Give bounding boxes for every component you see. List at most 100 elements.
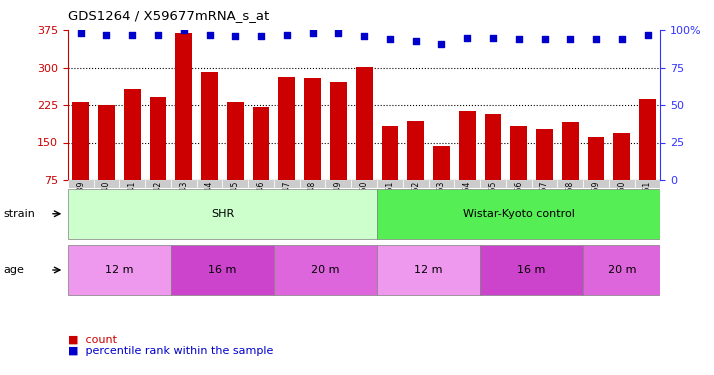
Bar xyxy=(145,180,171,188)
Text: GDS1264 / X59677mRNA_s_at: GDS1264 / X59677mRNA_s_at xyxy=(68,9,269,22)
Point xyxy=(101,32,112,38)
Bar xyxy=(459,111,476,218)
Bar xyxy=(227,102,243,218)
Point xyxy=(565,36,576,42)
Point xyxy=(513,36,525,42)
Bar xyxy=(377,245,480,295)
Bar xyxy=(351,180,377,188)
Point xyxy=(590,36,602,42)
Bar xyxy=(609,180,635,188)
Bar xyxy=(330,82,347,218)
Bar xyxy=(407,120,424,218)
Point xyxy=(616,36,628,42)
Bar xyxy=(639,99,656,218)
Bar xyxy=(635,180,660,188)
Text: GSM38239: GSM38239 xyxy=(76,181,85,222)
Text: 16 m: 16 m xyxy=(208,265,236,275)
Bar xyxy=(124,89,141,218)
Bar xyxy=(377,180,403,188)
Bar xyxy=(403,180,428,188)
Point xyxy=(152,32,164,38)
Point xyxy=(461,34,473,40)
Bar xyxy=(485,114,501,218)
Bar xyxy=(278,76,295,218)
Bar xyxy=(274,245,377,295)
Bar xyxy=(480,180,506,188)
Bar xyxy=(454,180,480,188)
Text: GSM38242: GSM38242 xyxy=(154,181,163,222)
Point xyxy=(178,27,189,33)
Text: GSM38254: GSM38254 xyxy=(463,181,472,222)
Bar xyxy=(506,180,532,188)
Bar xyxy=(480,245,583,295)
Bar xyxy=(558,180,583,188)
Bar xyxy=(68,180,94,188)
Point xyxy=(307,30,318,36)
Text: GSM38259: GSM38259 xyxy=(591,181,600,222)
Bar xyxy=(248,180,274,188)
Bar xyxy=(68,245,171,295)
Bar xyxy=(532,180,558,188)
Text: GSM38246: GSM38246 xyxy=(256,181,266,222)
Point xyxy=(358,33,370,39)
Point xyxy=(281,32,293,38)
Text: GSM38245: GSM38245 xyxy=(231,181,240,222)
Bar xyxy=(304,78,321,218)
Bar xyxy=(171,180,196,188)
Bar xyxy=(356,67,373,218)
Text: 16 m: 16 m xyxy=(518,265,545,275)
Point xyxy=(436,40,447,46)
Bar xyxy=(171,245,274,295)
Point xyxy=(539,36,550,42)
Text: SHR: SHR xyxy=(211,209,234,219)
Bar xyxy=(536,129,553,217)
Bar xyxy=(94,180,119,188)
Text: age: age xyxy=(4,265,24,275)
Bar xyxy=(511,126,527,218)
Text: GSM38240: GSM38240 xyxy=(102,181,111,222)
Text: GSM38249: GSM38249 xyxy=(334,181,343,222)
Text: GSM38247: GSM38247 xyxy=(282,181,291,222)
Text: ■  count: ■ count xyxy=(68,335,117,345)
Bar xyxy=(326,180,351,188)
Text: GSM38257: GSM38257 xyxy=(540,181,549,222)
Point xyxy=(75,30,86,36)
Bar xyxy=(274,180,300,188)
Text: Wistar-Kyoto control: Wistar-Kyoto control xyxy=(463,209,575,219)
Bar xyxy=(150,96,166,218)
Text: GSM38256: GSM38256 xyxy=(514,181,523,222)
Text: 20 m: 20 m xyxy=(311,265,340,275)
Text: 12 m: 12 m xyxy=(105,265,134,275)
Text: GSM38248: GSM38248 xyxy=(308,181,317,222)
Bar xyxy=(253,106,269,218)
Bar xyxy=(176,33,192,218)
Bar xyxy=(588,137,605,218)
Bar xyxy=(72,102,89,217)
Text: 20 m: 20 m xyxy=(608,265,636,275)
Bar xyxy=(98,105,115,218)
Bar xyxy=(433,146,450,218)
Bar xyxy=(119,180,145,188)
Bar xyxy=(428,180,454,188)
Text: GSM38258: GSM38258 xyxy=(565,181,575,222)
Bar xyxy=(613,132,630,218)
Text: GSM38250: GSM38250 xyxy=(360,181,368,222)
Point xyxy=(230,33,241,39)
Bar xyxy=(201,72,218,217)
Text: GSM38251: GSM38251 xyxy=(386,181,394,222)
Point xyxy=(256,33,267,39)
Point xyxy=(410,38,421,44)
Text: strain: strain xyxy=(4,209,36,219)
Point xyxy=(333,30,344,36)
Bar xyxy=(377,189,660,239)
Bar xyxy=(562,122,578,218)
Bar xyxy=(381,126,398,218)
Point xyxy=(384,36,396,42)
Text: GSM38252: GSM38252 xyxy=(411,181,420,222)
Text: GSM38260: GSM38260 xyxy=(618,181,626,222)
Bar xyxy=(300,180,326,188)
Text: ■  percentile rank within the sample: ■ percentile rank within the sample xyxy=(68,346,273,356)
Bar xyxy=(223,180,248,188)
Point xyxy=(126,32,138,38)
Bar xyxy=(583,245,660,295)
